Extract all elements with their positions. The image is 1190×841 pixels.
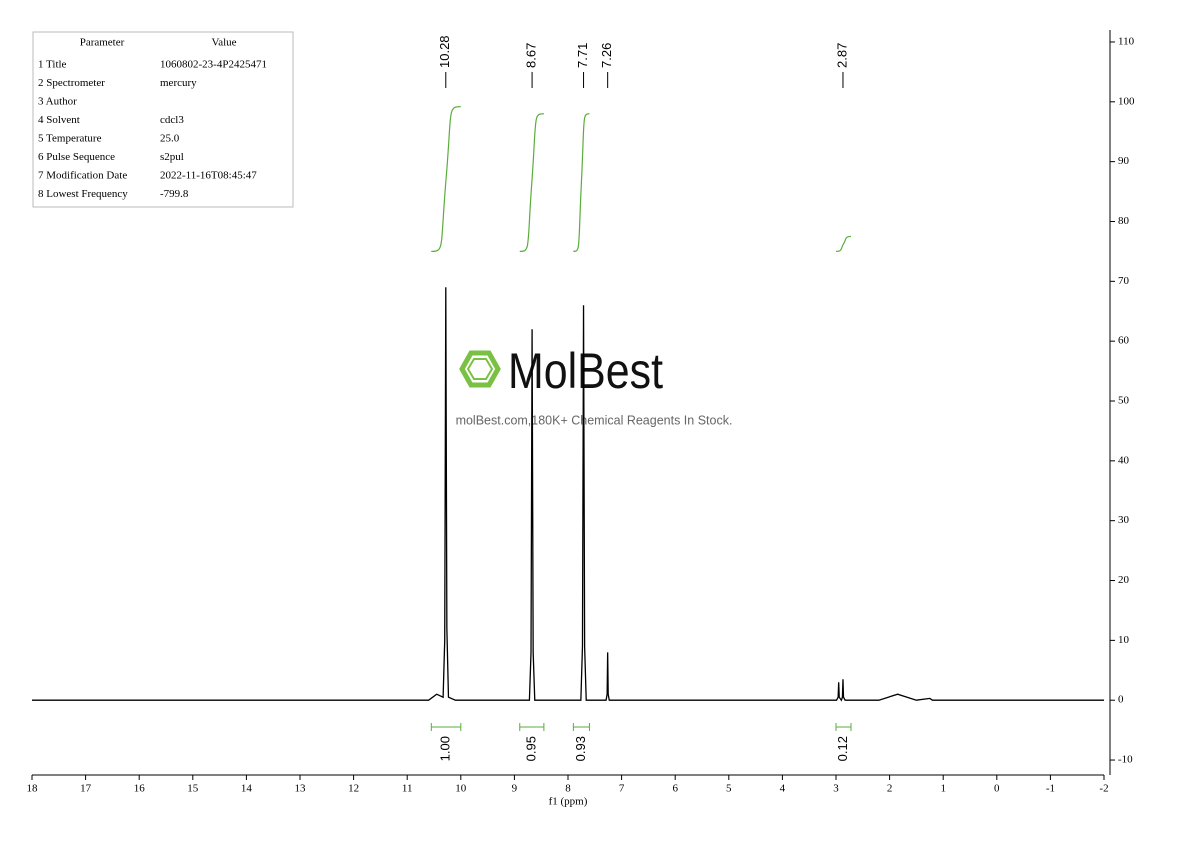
y-tick-label: 110: [1118, 35, 1135, 47]
table-cell: 2022-11-16T08:45:47: [160, 170, 257, 182]
table-cell: 1060802-23-4P2425471: [160, 59, 267, 71]
x-tick-label: -2: [1099, 783, 1108, 795]
spectrum-line: [32, 287, 1104, 702]
y-tick-label: 90: [1118, 155, 1130, 167]
table-cell: mercury: [160, 77, 197, 89]
peak-label: 8.67: [524, 43, 539, 68]
table-cell: 7 Modification Date: [38, 170, 127, 182]
x-tick-label: 13: [295, 783, 307, 795]
table-cell: 4 Solvent: [38, 114, 80, 126]
x-tick-label: 1: [940, 783, 946, 795]
y-tick-label: 0: [1118, 694, 1124, 706]
integral-bracket: [430, 723, 462, 731]
x-tick-label: 11: [402, 783, 413, 795]
x-tick-label: 5: [726, 783, 732, 795]
x-tick-label: 17: [80, 783, 92, 795]
integral-bracket: [572, 723, 590, 731]
x-tick-label: 8: [565, 783, 571, 795]
table-cell: -799.8: [160, 188, 189, 200]
x-tick-label: 16: [134, 783, 146, 795]
y-tick-label: 40: [1118, 454, 1130, 466]
integral-label: 0.95: [523, 736, 538, 761]
x-axis-label: f1 (ppm): [549, 796, 588, 808]
peak-label: 7.26: [599, 43, 614, 68]
table-cell: 2 Spectrometer: [38, 77, 105, 89]
x-tick-label: 12: [348, 783, 359, 795]
x-tick-label: 10: [455, 783, 467, 795]
peak-label: 2.87: [834, 43, 849, 68]
integral-bracket: [519, 723, 545, 731]
table-header: Value: [211, 37, 236, 49]
logo-hexagon-inner: [466, 358, 494, 380]
y-tick-label: 50: [1118, 395, 1130, 407]
table-cell: s2pul: [160, 151, 184, 163]
x-tick-label: 0: [994, 783, 1000, 795]
x-tick-label: 9: [512, 783, 518, 795]
x-tick-label: -1: [1046, 783, 1055, 795]
table-cell: 6 Pulse Sequence: [38, 151, 115, 163]
integral-label: 0.93: [573, 736, 588, 761]
integral-bracket: [835, 723, 852, 731]
x-tick-label: 18: [27, 783, 39, 795]
integral-curve: [519, 113, 544, 253]
integral-curve: [431, 105, 461, 253]
peak-label: 10.28: [437, 35, 452, 68]
table-cell: 5 Temperature: [38, 133, 102, 145]
x-tick-label: 4: [780, 783, 786, 795]
table-cell: cdcl3: [160, 114, 184, 126]
table-header: Parameter: [80, 37, 125, 49]
y-tick-label: 20: [1118, 574, 1130, 586]
table-cell: 1 Title: [38, 59, 67, 71]
table-cell: 3 Author: [38, 96, 77, 108]
x-tick-label: 7: [619, 783, 625, 795]
y-tick-label: 30: [1118, 514, 1130, 526]
x-tick-label: 14: [241, 783, 253, 795]
table-border: [32, 31, 294, 208]
x-tick-label: 2: [887, 783, 893, 795]
y-tick-label: 60: [1118, 335, 1130, 347]
integral-curve: [573, 113, 590, 253]
peak-label: 7.71: [575, 43, 590, 68]
integral-label: 0.12: [835, 736, 850, 761]
x-tick-label: 15: [187, 783, 199, 795]
watermark-text: molBest.com,180K+ Chemical Reagents In S…: [456, 413, 733, 427]
integral-label: 1.00: [437, 736, 452, 761]
table-cell: 8 Lowest Frequency: [38, 188, 128, 200]
table-cell: 25.0: [160, 133, 180, 145]
y-tick-label: 80: [1118, 215, 1130, 227]
y-tick-label: 100: [1118, 95, 1135, 107]
x-tick-label: 6: [672, 783, 678, 795]
integral-curve: [835, 235, 852, 253]
logo-hexagon: [459, 350, 501, 388]
watermark: MolBest molBest.com,180K+ Chemical Reage…: [456, 343, 733, 427]
y-tick-label: 70: [1118, 275, 1130, 287]
y-tick-label: -10: [1118, 754, 1133, 766]
logo-text: MolBest: [508, 343, 663, 399]
y-tick-label: 10: [1118, 634, 1130, 646]
x-tick-label: 3: [833, 783, 839, 795]
